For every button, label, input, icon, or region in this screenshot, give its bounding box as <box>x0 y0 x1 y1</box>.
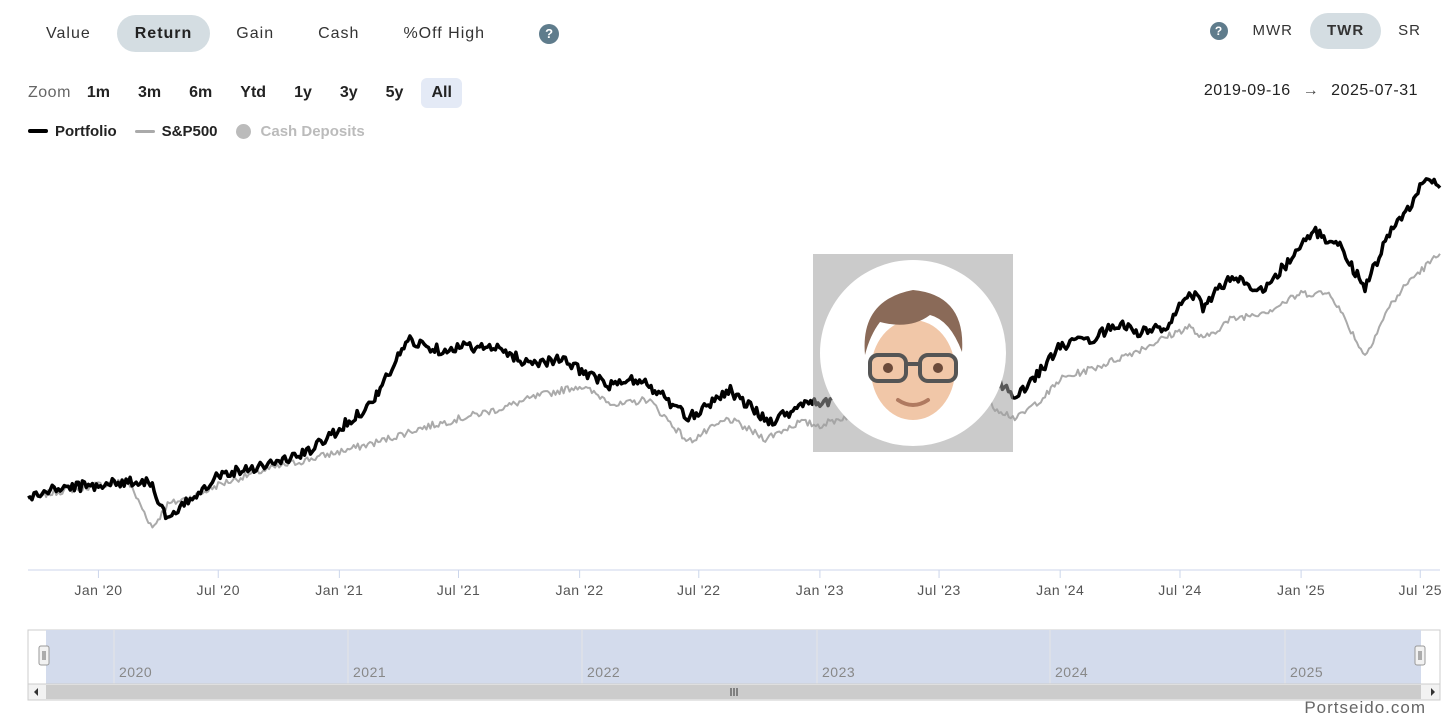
date-range: 2019-09-16 → 2025-07-31 <box>1204 82 1418 100</box>
x-axis-tick-label: Jul '23 <box>917 582 961 598</box>
navigator-year-label: 2025 <box>1290 664 1323 680</box>
navigator-selection[interactable] <box>46 630 1421 684</box>
legend-item-sp500[interactable]: S&P500 <box>134 122 218 140</box>
x-axis-tick-label: Jul '20 <box>196 582 240 598</box>
navigator-scroller[interactable]: 2020 2021 2022 2023 2024 2025 <box>0 626 1456 706</box>
tab-off-high[interactable]: %Off High <box>403 25 486 42</box>
sp500-series-line[interactable] <box>27 253 1441 529</box>
legend-item-cash-deposits[interactable]: Cash Deposits <box>235 122 365 140</box>
range-start-date[interactable]: 2019-09-16 <box>1203 82 1291 99</box>
x-axis-tick-label: Jul '22 <box>677 582 721 598</box>
x-axis-tick-label: Jan '25 <box>1277 582 1325 598</box>
portfolio-line-swatch-icon <box>28 129 48 133</box>
x-axis-tick-label: Jan '22 <box>556 582 604 598</box>
zoom-all-button[interactable]: All <box>421 78 462 108</box>
zoom-controls: Zoom 1m 3m 6m Ytd 1y 3y 5y All <box>28 78 470 108</box>
scroll-right-arrow-icon[interactable] <box>1431 688 1435 696</box>
tab-gain[interactable]: Gain <box>236 25 275 42</box>
chart-legend: Portfolio S&P500 Cash Deposits <box>28 121 383 141</box>
legend-label-portfolio: Portfolio <box>55 122 117 140</box>
return-chart[interactable]: Jan '20 Jul '20 Jan '21 Jul '21 Jan '22 Jul '… <box>0 150 1456 610</box>
legend-item-portfolio[interactable]: Portfolio <box>28 123 117 140</box>
x-axis-tick-label: Jan '21 <box>315 582 363 598</box>
range-arrow-icon: → <box>1302 82 1320 99</box>
range-end-date[interactable]: 2025-07-31 <box>1331 82 1418 99</box>
zoom-ytd-button[interactable]: Ytd <box>240 84 267 101</box>
tab-value[interactable]: Value <box>46 25 91 42</box>
navigator-year-label: 2020 <box>119 664 152 680</box>
navigator-year-label: 2023 <box>822 664 855 680</box>
navigator-year-label: 2024 <box>1055 664 1088 680</box>
x-axis-tick-label: Jul '25 <box>1398 582 1442 598</box>
zoom-3m-button[interactable]: 3m <box>138 84 162 101</box>
legend-label-cash-deposits: Cash Deposits <box>260 122 365 140</box>
x-axis-tick-label: Jan '24 <box>1036 582 1084 598</box>
metric-tabs: Value Return Gain Cash %Off High ? <box>28 15 560 52</box>
method-help-icon[interactable]: ? <box>1209 22 1228 40</box>
x-axis-tick-label: Jul '24 <box>1158 582 1202 598</box>
x-axis-tick-label: Jan '20 <box>74 582 122 598</box>
avatar-memoji-icon <box>864 290 963 420</box>
sp500-line-swatch-icon <box>134 129 155 133</box>
navigator-right-handle[interactable] <box>1414 645 1426 666</box>
help-icon[interactable]: ? <box>539 23 560 44</box>
method-tabs: ? MWR TWR SR <box>1209 13 1439 49</box>
portfolio-series-line[interactable] <box>27 177 1442 521</box>
zoom-5y-button[interactable]: 5y <box>385 84 404 101</box>
zoom-1y-button[interactable]: 1y <box>294 84 312 101</box>
legend-label-sp500: S&P500 <box>161 122 218 140</box>
zoom-6m-button[interactable]: 6m <box>189 84 213 101</box>
tab-return[interactable]: Return <box>116 15 211 52</box>
avatar-watermark <box>813 254 1013 452</box>
portseido-credit[interactable]: Portseido.com <box>1304 698 1426 717</box>
zoom-3y-button[interactable]: 3y <box>339 84 358 101</box>
zoom-1m-button[interactable]: 1m <box>86 84 111 101</box>
scroll-left-arrow-icon[interactable] <box>34 688 38 696</box>
tab-sr[interactable]: SR <box>1398 22 1421 39</box>
tab-twr[interactable]: TWR <box>1310 13 1382 49</box>
x-axis-tick-label: Jul '21 <box>437 582 481 598</box>
zoom-label: Zoom <box>28 84 71 101</box>
x-axis-tick-label: Jan '23 <box>796 582 844 598</box>
navigator-year-label: 2021 <box>353 664 386 680</box>
avatar-circle <box>820 260 1006 446</box>
navigator-left-handle[interactable] <box>38 645 50 666</box>
tab-mwr[interactable]: MWR <box>1252 22 1293 39</box>
navigator-year-label: 2022 <box>587 664 620 680</box>
tab-cash[interactable]: Cash <box>318 25 360 42</box>
cash-deposits-dot-icon <box>235 123 251 139</box>
